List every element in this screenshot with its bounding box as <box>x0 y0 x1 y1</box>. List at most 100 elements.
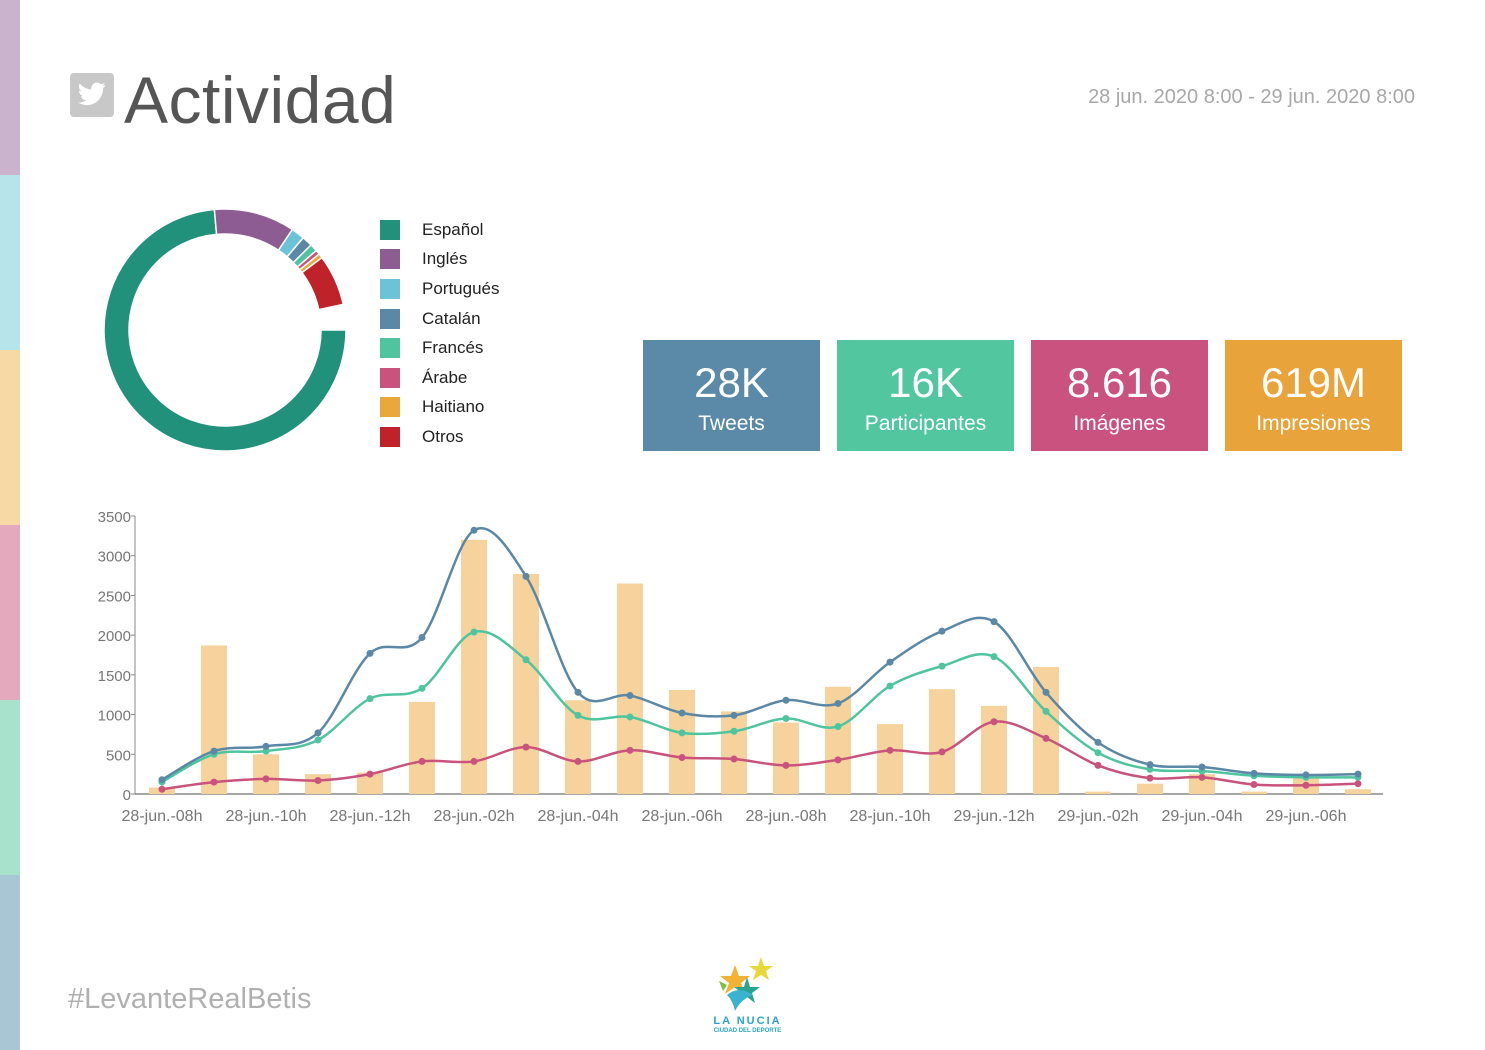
series-point <box>678 709 686 717</box>
series-point <box>730 711 738 719</box>
strip-segment <box>0 700 20 875</box>
series-point <box>262 742 270 750</box>
donut-slice <box>103 208 347 452</box>
page-title: Actividad <box>124 63 397 137</box>
legend-label: Otros <box>422 426 464 446</box>
y-tick-label: 3500 <box>98 509 131 526</box>
kpi-card: 619M Impresiones <box>1225 340 1402 451</box>
y-tick-label: 3000 <box>98 549 131 566</box>
kpi-label: Tweets <box>698 412 765 435</box>
legend-swatch <box>380 338 400 359</box>
date-range: 28 jun. 2020 8:00 - 29 jun. 2020 8:00 <box>1088 86 1415 108</box>
strip-segment <box>0 0 20 175</box>
legend-swatch <box>380 219 400 240</box>
legend-item: Portugués <box>380 274 500 304</box>
language-legend: Español Inglés Portugués Catalán Francés Árab… <box>380 215 500 452</box>
bar <box>409 701 435 794</box>
series-point <box>470 526 478 534</box>
bar <box>1137 783 1163 794</box>
logo-tagline: CIUDAD DEL DEPORTE <box>713 1028 782 1034</box>
series-point <box>366 695 374 703</box>
legend-swatch <box>380 367 400 388</box>
legend-swatch <box>380 426 400 447</box>
kpi-label: Imágenes <box>1073 412 1166 435</box>
series-point <box>470 757 478 765</box>
kpi-card: 8.616 Imágenes <box>1031 340 1208 451</box>
series-point <box>158 776 166 784</box>
bar <box>1241 791 1267 794</box>
series-point <box>314 729 322 737</box>
legend-label: Catalán <box>422 308 481 328</box>
strip-segment <box>0 525 20 700</box>
legend-swatch <box>380 397 400 418</box>
series-point <box>782 761 790 769</box>
series-point <box>1198 773 1206 781</box>
series-point <box>418 684 426 692</box>
series-point <box>574 711 582 719</box>
strip-segment <box>0 875 20 1050</box>
series-point <box>1146 761 1154 769</box>
series-point <box>314 776 322 784</box>
kpi-value: 619M <box>1260 359 1367 406</box>
legend-swatch <box>380 308 400 329</box>
series-point <box>1354 780 1362 788</box>
legend-item: Catalán <box>380 304 500 334</box>
series-point <box>366 770 374 778</box>
series-point <box>626 746 634 754</box>
series-point <box>938 662 946 670</box>
series-point <box>1094 749 1102 757</box>
series-point <box>210 747 218 755</box>
legend-item: Haitiano <box>380 393 500 423</box>
series-point <box>366 649 374 657</box>
series-point <box>626 692 634 700</box>
series-point <box>522 572 530 580</box>
star-logo-icon <box>719 957 773 1011</box>
x-tick-label: 28-jun.-08h <box>122 808 203 825</box>
legend-label: Francés <box>422 338 484 358</box>
x-tick-label: 29-jun.-04h <box>1162 808 1243 825</box>
kpi-label: Participantes <box>864 412 987 435</box>
bar <box>721 711 747 794</box>
x-tick-label: 28-jun.-10h <box>226 808 307 825</box>
series-point <box>418 634 426 642</box>
legend-label: Portugués <box>422 278 500 298</box>
series-point <box>574 688 582 696</box>
bar <box>1345 789 1371 794</box>
series-point <box>1094 761 1102 769</box>
logo-name: LA NUCIA <box>713 1015 782 1027</box>
bar <box>201 645 227 794</box>
series-point <box>938 748 946 756</box>
bar <box>513 573 539 794</box>
kpi-card: 16K Participantes <box>837 340 1014 451</box>
series-point <box>1354 770 1362 778</box>
x-tick-label: 29-jun.-02h <box>1058 808 1139 825</box>
series-point <box>678 753 686 761</box>
series-point <box>262 775 270 783</box>
series-point <box>418 757 426 765</box>
x-tick-label: 29-jun.-12h <box>954 808 1035 825</box>
y-tick-label: 2500 <box>98 588 131 605</box>
kpi-cards: 28K Tweets 16K Participantes 8.616 Imágenes 61… <box>643 340 1402 451</box>
series-point <box>834 756 842 764</box>
series-point <box>782 715 790 723</box>
bar <box>617 583 643 794</box>
kpi-value: 8.616 <box>1066 359 1173 406</box>
series-line <box>161 527 1359 781</box>
x-tick-label: 28-jun.-04h <box>538 808 619 825</box>
series-point <box>1042 688 1050 696</box>
series-point <box>314 736 322 744</box>
bar <box>877 724 903 794</box>
series-point <box>1146 774 1154 782</box>
x-tick-label: 28-jun.-10h <box>850 808 931 825</box>
y-tick-label: 1500 <box>98 668 131 685</box>
series-point <box>886 658 894 666</box>
donut-slice <box>300 256 345 311</box>
y-tick-label: 0 <box>123 787 131 804</box>
la-nucia-logo: LA NUCIA CIUDAD DEL DEPORTE <box>705 955 790 1040</box>
legend-item: Árabe <box>380 363 500 393</box>
x-tick-label: 28-jun.-08h <box>746 808 827 825</box>
side-color-strip <box>0 0 20 1050</box>
legend-item: Otros <box>380 422 500 452</box>
series-point <box>886 746 894 754</box>
series-point <box>886 682 894 690</box>
